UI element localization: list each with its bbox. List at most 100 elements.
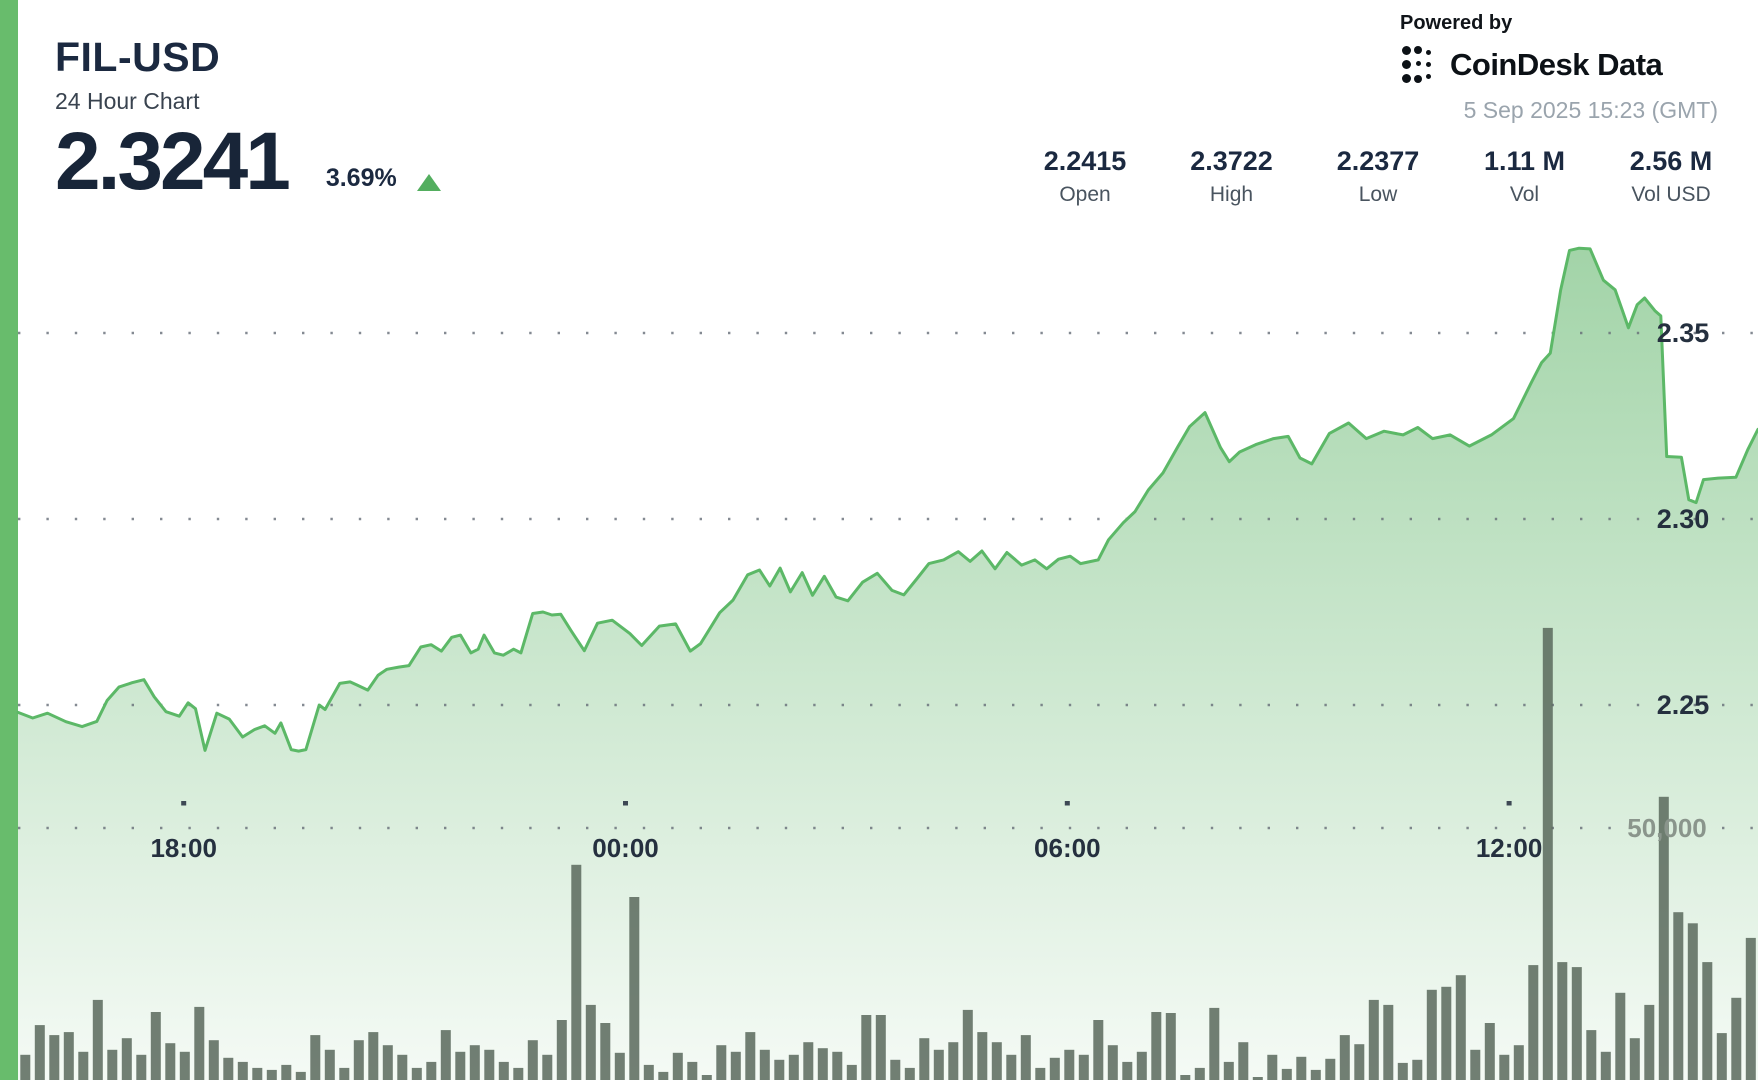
volume-bar (701, 1075, 712, 1080)
volume-bar (1702, 962, 1713, 1080)
stat-open-label: Open (1059, 183, 1111, 206)
volume-bar (730, 1051, 741, 1080)
volume-bar (34, 1025, 45, 1080)
volume-bar (759, 1049, 770, 1080)
volume-bar (527, 1040, 538, 1080)
volume-bar (1267, 1054, 1278, 1080)
volume-bar (1093, 1020, 1104, 1080)
stat-low-value: 2.2377 (1336, 146, 1420, 176)
time-tick-label: 06:00 (1034, 833, 1101, 863)
chart-timestamp: 5 Sep 2025 15:23 (GMT) (1463, 97, 1718, 123)
timeframe-subtitle: 24 Hour Chart (55, 88, 200, 114)
volume-bar (1716, 1033, 1727, 1080)
volume-bar (78, 1051, 89, 1080)
volume-bar (1252, 1077, 1263, 1080)
stats-row: 2.2415 Open 2.3722 High 2.2377 Low 1.11 … (1040, 146, 1716, 207)
volume-bar (788, 1054, 799, 1080)
time-tick-label: 18:00 (150, 833, 217, 863)
volume-bar (919, 1038, 930, 1080)
volume-bar (426, 1061, 437, 1080)
time-tick-mark (623, 801, 628, 806)
volume-bar (469, 1045, 480, 1080)
volume-bar (600, 1023, 611, 1080)
volume-bar (716, 1045, 727, 1080)
stat-volume-value: 1.11 M (1483, 146, 1566, 176)
stat-volume: 1.11 M Vol (1480, 146, 1570, 207)
volume-bar (1136, 1051, 1147, 1080)
volume-bar (556, 1020, 567, 1080)
volume-bar (1209, 1007, 1220, 1080)
volume-bar (687, 1061, 698, 1080)
volume-bar (353, 1040, 364, 1080)
stat-volume-usd-label: Vol USD (1631, 183, 1711, 206)
volume-bar (948, 1042, 959, 1080)
volume-bar (92, 999, 103, 1080)
volume-tick-label: 50,000 (1627, 813, 1707, 843)
volume-bar (933, 1049, 944, 1080)
volume-bar (1412, 1059, 1423, 1080)
trend-up-icon (416, 173, 441, 191)
price-area-fill (18, 248, 1758, 1080)
volume-bar (179, 1051, 190, 1080)
volume-bar (1441, 986, 1452, 1080)
volume-bar (63, 1032, 74, 1080)
powered-by-block: Powered by CoinDesk Data 5 Sep 2025 15:2… (1400, 12, 1718, 124)
volume-bar (107, 1049, 118, 1080)
volume-bar (1426, 989, 1437, 1080)
volume-bar (1658, 796, 1669, 1080)
volume-bar (411, 1067, 422, 1080)
volume-bar (1194, 1067, 1205, 1080)
coindesk-logo-icon (1400, 44, 1442, 86)
price-tick-label: 2.25 (1657, 690, 1710, 720)
volume-bar (846, 1064, 857, 1080)
volume-bar (1165, 1013, 1176, 1080)
volume-bar (498, 1061, 509, 1080)
volume-bar (1499, 1054, 1510, 1080)
volume-bar (1455, 975, 1466, 1080)
volume-bar (1513, 1045, 1524, 1080)
volume-bar (252, 1067, 263, 1080)
stat-low-label: Low (1358, 183, 1398, 206)
volume-bar (150, 1012, 161, 1080)
volume-bar (1049, 1057, 1060, 1080)
volume-bar (1571, 967, 1582, 1080)
volume-bar (629, 897, 640, 1080)
volume-bar (614, 1052, 625, 1080)
volume-bar (904, 1067, 915, 1080)
volume-bar (1542, 627, 1553, 1080)
price-line (16, 246, 1758, 753)
volume-bar (745, 1032, 756, 1080)
volume-bar (397, 1054, 408, 1080)
powered-by-label: Powered by (1400, 12, 1513, 34)
time-tick-mark (1064, 801, 1070, 806)
volume-bar (1310, 1069, 1321, 1080)
volume-bar (194, 1006, 205, 1080)
volume-bar (237, 1061, 248, 1080)
volume-bar (1238, 1042, 1249, 1080)
volume-bar (1325, 1058, 1336, 1080)
volume-bar (1615, 992, 1626, 1080)
volume-bar (658, 1071, 669, 1080)
volume-bar (1368, 999, 1379, 1080)
volume-bar (1006, 1054, 1017, 1080)
volume-bar (861, 1015, 872, 1080)
stat-volume-usd-value: 2.56 M (1629, 146, 1713, 176)
time-tick-label: 00:00 (592, 833, 659, 863)
volume-bar (571, 864, 582, 1080)
volume-bar (165, 1043, 176, 1080)
volume-bar (977, 1032, 988, 1080)
symbol-title: FIL-USD (55, 34, 221, 80)
coindesk-logo-text: CoinDesk Data (1450, 47, 1663, 82)
volume-bar (962, 1009, 973, 1080)
volume-bar (1484, 1023, 1495, 1080)
price-tick-label: 2.30 (1657, 504, 1710, 534)
header: FIL-USD 24 Hour Chart 2.3241 3.69% (55, 34, 441, 202)
stat-volume-label: Vol (1509, 183, 1540, 206)
volume-bar (20, 1054, 31, 1080)
volume-bar (121, 1038, 132, 1080)
volume-bar (1281, 1068, 1292, 1080)
volume-bar (1354, 1044, 1365, 1080)
stat-high-value: 2.3722 (1190, 146, 1273, 176)
volume-bar (382, 1045, 393, 1080)
